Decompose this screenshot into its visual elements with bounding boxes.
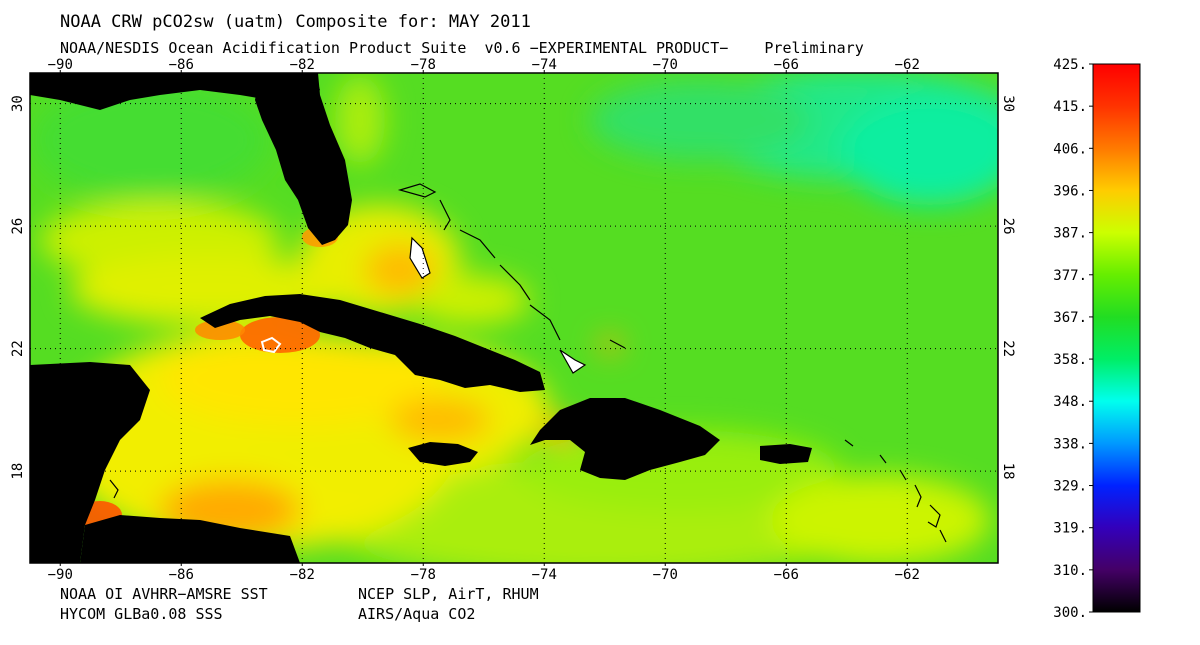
lat-tick-label: 18 [10, 463, 26, 480]
map-grid [30, 73, 998, 563]
lat-ticks-left: 30 26 22 18 [10, 95, 26, 479]
colorbar-label: 300. [1053, 605, 1087, 621]
lon-tick-label: −66 [774, 57, 799, 73]
lon-tick-label: −86 [169, 57, 194, 73]
colorbar-label: 319. [1053, 521, 1087, 537]
lat-tick-label: 26 [10, 218, 26, 235]
lat-tick-label: 22 [1000, 340, 1016, 357]
colorbar [1092, 63, 1141, 613]
lon-tick-label: −82 [290, 567, 315, 583]
lon-tick-label: −70 [653, 567, 678, 583]
credit-sss: HYCOM GLBa0.08 SSS [60, 605, 223, 623]
colorbar-label: 310. [1053, 563, 1087, 579]
map-title: NOAA CRW pCO2sw (uatm) Composite for: MA… [60, 12, 531, 32]
lon-ticks-bottom: −90 −86 −82 −78 −74 −70 −66 −62 [48, 563, 920, 583]
credit-sst: NOAA OI AVHRR−AMSRE SST [60, 585, 268, 603]
lat-tick-label: 30 [10, 95, 26, 112]
map-frame [29, 72, 999, 564]
colorbar-label: 367. [1053, 310, 1087, 326]
lon-tick-label: −62 [895, 57, 920, 73]
lon-tick-label: −62 [895, 567, 920, 583]
credit-met: NCEP SLP, AirT, RHUM [358, 585, 539, 603]
colorbar-label: 348. [1053, 394, 1087, 410]
colorbar-label: 377. [1053, 268, 1087, 284]
lon-tick-label: −70 [653, 57, 678, 73]
colorbar-label: 396. [1053, 183, 1087, 199]
land-masses [30, 73, 812, 563]
lon-tick-label: −66 [774, 567, 799, 583]
lon-tick-label: −78 [411, 567, 436, 583]
lon-tick-label: −90 [48, 567, 73, 583]
credit-co2: AIRS/Aqua CO2 [358, 605, 476, 623]
lon-ticks-top: −90 −86 −82 −78 −74 −70 −66 −62 [48, 57, 920, 73]
colorbar-label: 425. [1053, 57, 1087, 73]
colorbar-label: 387. [1053, 226, 1087, 242]
lon-tick-label: −74 [532, 57, 557, 73]
lon-tick-label: −90 [48, 57, 73, 73]
small-islands [109, 159, 947, 543]
lat-tick-label: 18 [1000, 463, 1016, 480]
colorbar-label: 338. [1053, 436, 1087, 452]
lat-ticks-right: 30 26 22 18 [1000, 95, 1016, 479]
colorbar-labels: 425. 415. 406. 396. 387. 377. 367. 358. 348. 338.… [1053, 57, 1093, 621]
lat-tick-label: 26 [1000, 218, 1016, 235]
lon-tick-label: −74 [532, 567, 557, 583]
lon-tick-label: −78 [411, 57, 436, 73]
ocean-field-blobs [30, 73, 998, 563]
lon-tick-label: −86 [169, 567, 194, 583]
colorbar-label: 406. [1053, 141, 1087, 157]
map-subtitle: NOAA/NESDIS Ocean Acidification Product … [60, 39, 864, 57]
colorbar-label: 358. [1053, 352, 1087, 368]
lat-tick-label: 30 [1000, 95, 1016, 112]
colorbar-label: 415. [1053, 99, 1087, 115]
coast-highlights [260, 336, 282, 354]
lon-tick-label: −82 [290, 57, 315, 73]
colorbar-label: 329. [1053, 479, 1087, 495]
map-field [30, 73, 998, 563]
lat-tick-label: 22 [10, 340, 26, 357]
